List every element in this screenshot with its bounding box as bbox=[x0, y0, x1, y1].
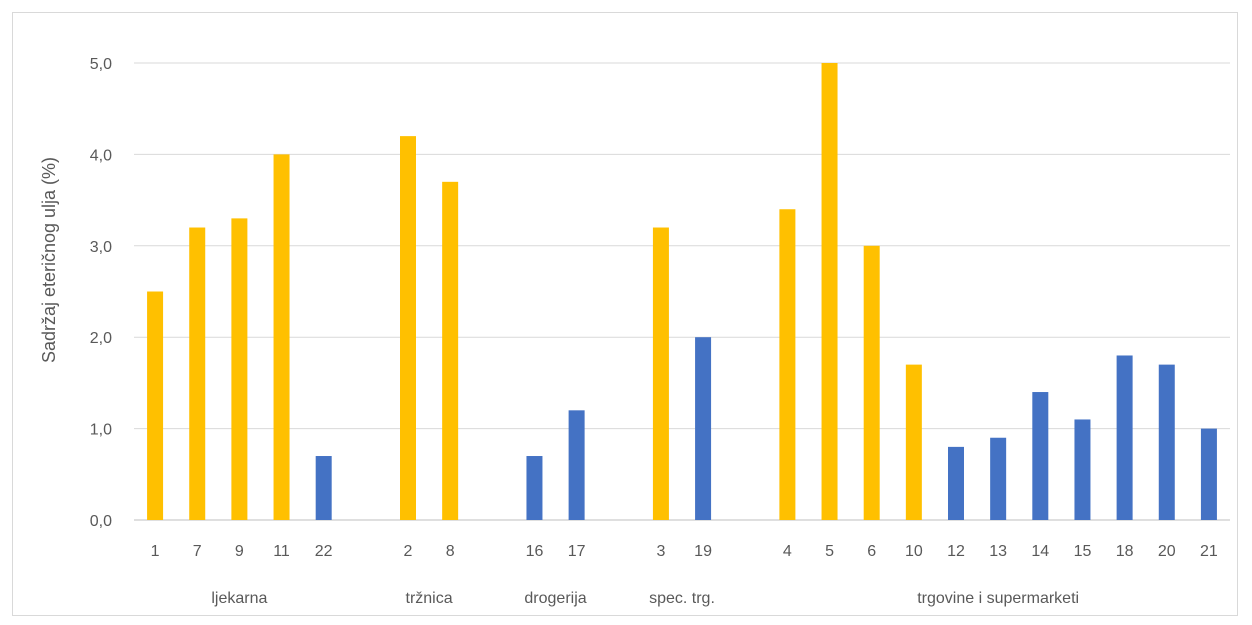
x-tick-label: 7 bbox=[193, 543, 202, 560]
bar-5 bbox=[821, 63, 838, 520]
bars bbox=[147, 63, 1217, 521]
x-tick-label: 17 bbox=[568, 543, 586, 560]
bar-1 bbox=[147, 291, 164, 520]
x-tick-label: 15 bbox=[1074, 543, 1092, 560]
x-tick-label: 20 bbox=[1158, 543, 1176, 560]
x-tick-label: 4 bbox=[783, 543, 792, 560]
y-tick-label: 4,0 bbox=[90, 147, 112, 164]
x-tick-label: 1 bbox=[151, 543, 160, 560]
y-axis-ticks: 0,0 1,0 2,0 3,0 4,0 5,0 bbox=[90, 56, 112, 530]
bar-2 bbox=[400, 136, 416, 520]
x-tick-label: 2 bbox=[404, 543, 413, 560]
x-tick-label: 22 bbox=[315, 543, 333, 560]
x-tick-label: 21 bbox=[1200, 543, 1218, 560]
group-label: ljekarna bbox=[211, 590, 267, 607]
group-label: trgovine i supermarketi bbox=[917, 590, 1079, 607]
bar-4 bbox=[779, 209, 796, 521]
bar-8 bbox=[442, 181, 459, 520]
bar-7 bbox=[189, 227, 206, 520]
bar-19 bbox=[695, 337, 712, 520]
x-tick-label: 14 bbox=[1031, 543, 1049, 560]
x-tick-label: 8 bbox=[446, 543, 455, 560]
bar-11 bbox=[273, 154, 290, 520]
y-axis-label: Sadržaj eteričnog ulja (%) bbox=[39, 157, 59, 363]
x-axis-ticks: 1 7 9 11 22 2 8 16 17 3 19 4 5 6 10 12 13 14 15 18 20 21 bbox=[151, 543, 1218, 560]
gridlines bbox=[134, 62, 1230, 521]
bar-17 bbox=[568, 410, 585, 520]
x-tick-label: 10 bbox=[905, 543, 923, 560]
bar-9 bbox=[231, 218, 248, 520]
group-label: tržnica bbox=[406, 590, 453, 607]
x-tick-label: 18 bbox=[1116, 543, 1134, 560]
bar-15 bbox=[1074, 419, 1091, 520]
bar-12 bbox=[948, 446, 964, 520]
bar-14 bbox=[1032, 392, 1049, 520]
bar-3 bbox=[652, 227, 669, 520]
x-tick-label: 5 bbox=[825, 543, 834, 560]
bar-21 bbox=[1200, 428, 1217, 520]
x-tick-label: 6 bbox=[867, 543, 876, 560]
category-group-labels: ljekarna tržnica drogerija spec. trg. trgovi… bbox=[211, 590, 1079, 607]
x-tick-label: 11 bbox=[273, 543, 290, 560]
bar-10 bbox=[905, 364, 922, 520]
bar-18 bbox=[1116, 355, 1133, 520]
group-label: drogerija bbox=[524, 590, 586, 607]
x-tick-label: 12 bbox=[947, 543, 965, 560]
y-tick-label: 5,0 bbox=[90, 56, 112, 73]
group-label: spec. trg. bbox=[649, 590, 715, 607]
x-tick-label: 19 bbox=[694, 543, 712, 560]
bar-20 bbox=[1158, 364, 1175, 520]
bar-22 bbox=[315, 456, 332, 520]
x-tick-label: 3 bbox=[656, 543, 665, 560]
x-tick-label: 9 bbox=[235, 543, 244, 560]
x-tick-label: 16 bbox=[526, 543, 544, 560]
x-tick-label: 13 bbox=[989, 543, 1007, 560]
bar-16 bbox=[526, 456, 543, 520]
y-tick-label: 3,0 bbox=[90, 239, 112, 256]
bar-6 bbox=[863, 245, 880, 521]
y-tick-label: 1,0 bbox=[90, 422, 112, 439]
y-tick-label: 0,0 bbox=[90, 513, 112, 530]
bar-13 bbox=[990, 437, 1007, 520]
y-tick-label: 2,0 bbox=[90, 330, 112, 347]
